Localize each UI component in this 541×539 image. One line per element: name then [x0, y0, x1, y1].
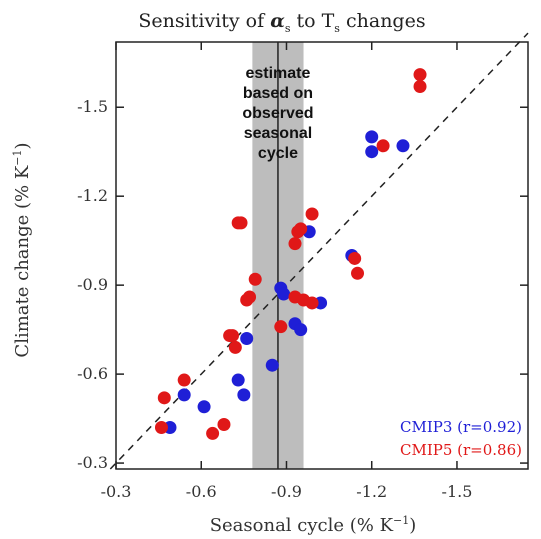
cmip5-point [225, 329, 239, 343]
cmip5-point [243, 290, 257, 304]
x-tick-label: -0.9 [271, 482, 302, 501]
cmip5-point [305, 207, 319, 221]
chart-title: Sensitivity of αs to Ts changes [138, 10, 425, 35]
cmip3-point [231, 373, 245, 387]
cmip5-point [217, 418, 231, 432]
cmip5-point [154, 420, 168, 434]
observed-estimate-annotation: estimate based on observed seasonal cycle [242, 65, 313, 162]
cmip3-point [365, 130, 379, 144]
y-tick-label: -1.5 [77, 97, 108, 116]
cmip3-point [197, 400, 211, 414]
cmip5-point [228, 340, 242, 354]
cmip3-point [365, 145, 379, 159]
cmip5-point [413, 79, 427, 93]
cmip5-point [288, 237, 302, 251]
cmip5-point [274, 320, 288, 334]
annotation-line: observed [242, 105, 313, 122]
cmip3-point [237, 388, 251, 402]
cmip5-point [305, 296, 319, 310]
cmip5-point [376, 139, 390, 153]
cmip3-point [240, 332, 254, 346]
y-tick-label: -1.2 [77, 186, 108, 205]
one-to-one-line [109, 32, 529, 470]
annotation-line: seasonal [244, 125, 312, 142]
cmip3-point [294, 323, 308, 337]
annotation-line: estimate [245, 65, 310, 82]
plot-frame [115, 41, 529, 470]
x-tick-label: -0.6 [186, 482, 217, 501]
cmip5-point [248, 272, 262, 286]
cmip5-point [206, 426, 220, 440]
annotation-line: based on [243, 85, 313, 102]
cmip5-point [413, 68, 427, 82]
y-tick-label: -0.3 [77, 453, 108, 472]
x-tick-label: -1.2 [356, 482, 387, 501]
legend-cmip5: CMIP5 (r=0.86) [400, 441, 522, 459]
annotation-line: cycle [258, 145, 298, 162]
cmip5-point [234, 216, 248, 230]
cmip3-point [396, 139, 410, 153]
x-tick-label: -1.5 [442, 482, 473, 501]
cmip5-point [351, 266, 365, 280]
cmip5-point [348, 251, 362, 265]
x-axis-label: Seasonal cycle (% K−1) [210, 514, 417, 536]
cmip3-point [277, 287, 291, 301]
y-tick-label: -0.6 [77, 364, 108, 383]
y-axis-label: Climate change (% K−1) [11, 142, 33, 357]
data-points [154, 68, 427, 440]
cmip5-point [157, 391, 171, 405]
y-tick-label: -0.9 [77, 275, 108, 294]
cmip3-point [265, 358, 279, 372]
cmip3-point [177, 388, 191, 402]
cmip5-point [177, 373, 191, 387]
x-tick-label: -0.3 [101, 482, 132, 501]
cmip5-point [294, 222, 308, 236]
legend-cmip3: CMIP3 (r=0.92) [400, 418, 522, 436]
